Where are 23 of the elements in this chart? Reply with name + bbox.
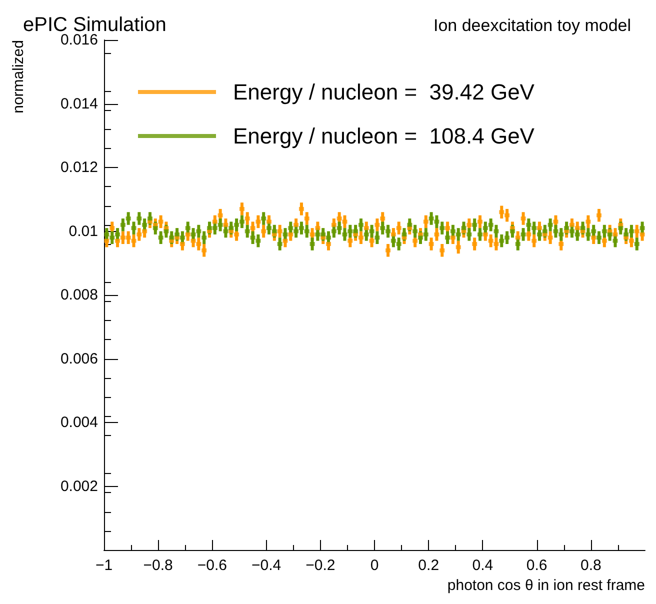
x-axis-title: photon cos θ in ion rest frame <box>447 577 645 594</box>
x-tick-label: 0.2 <box>418 557 440 574</box>
x-tick-label: 0.8 <box>580 557 602 574</box>
y-tick-label: 0.002 <box>60 478 98 495</box>
x-tick-label: −0.8 <box>143 557 173 574</box>
x-tick-label: 0.6 <box>526 557 548 574</box>
x-tick-label: −0.6 <box>197 557 228 574</box>
x-tick-label: 0 <box>370 557 379 574</box>
y-tick-label: 0.008 <box>60 286 98 304</box>
x-tick-label: −0.2 <box>306 557 336 574</box>
y-tick-label: 0.006 <box>60 350 98 368</box>
y-tick-label: 0.01 <box>68 222 98 240</box>
y-tick-label: 0.012 <box>60 159 98 176</box>
x-tick-label: −1 <box>95 557 113 574</box>
legend-label: Energy / nucleon = 39.42 GeV <box>233 80 535 104</box>
y-axis-title: normalized <box>10 40 27 114</box>
legend-label: Energy / nucleon = 108.4 GeV <box>233 124 535 148</box>
y-tick-label: 0.014 <box>60 95 98 112</box>
y-tick-label: 0.016 <box>60 32 98 48</box>
chart-subtitle: Ion deexcitation toy model <box>433 16 632 35</box>
x-tick-label: 0.4 <box>472 557 494 574</box>
y-tick-label: 0.004 <box>60 414 98 431</box>
x-tick-label: −0.4 <box>251 557 282 574</box>
